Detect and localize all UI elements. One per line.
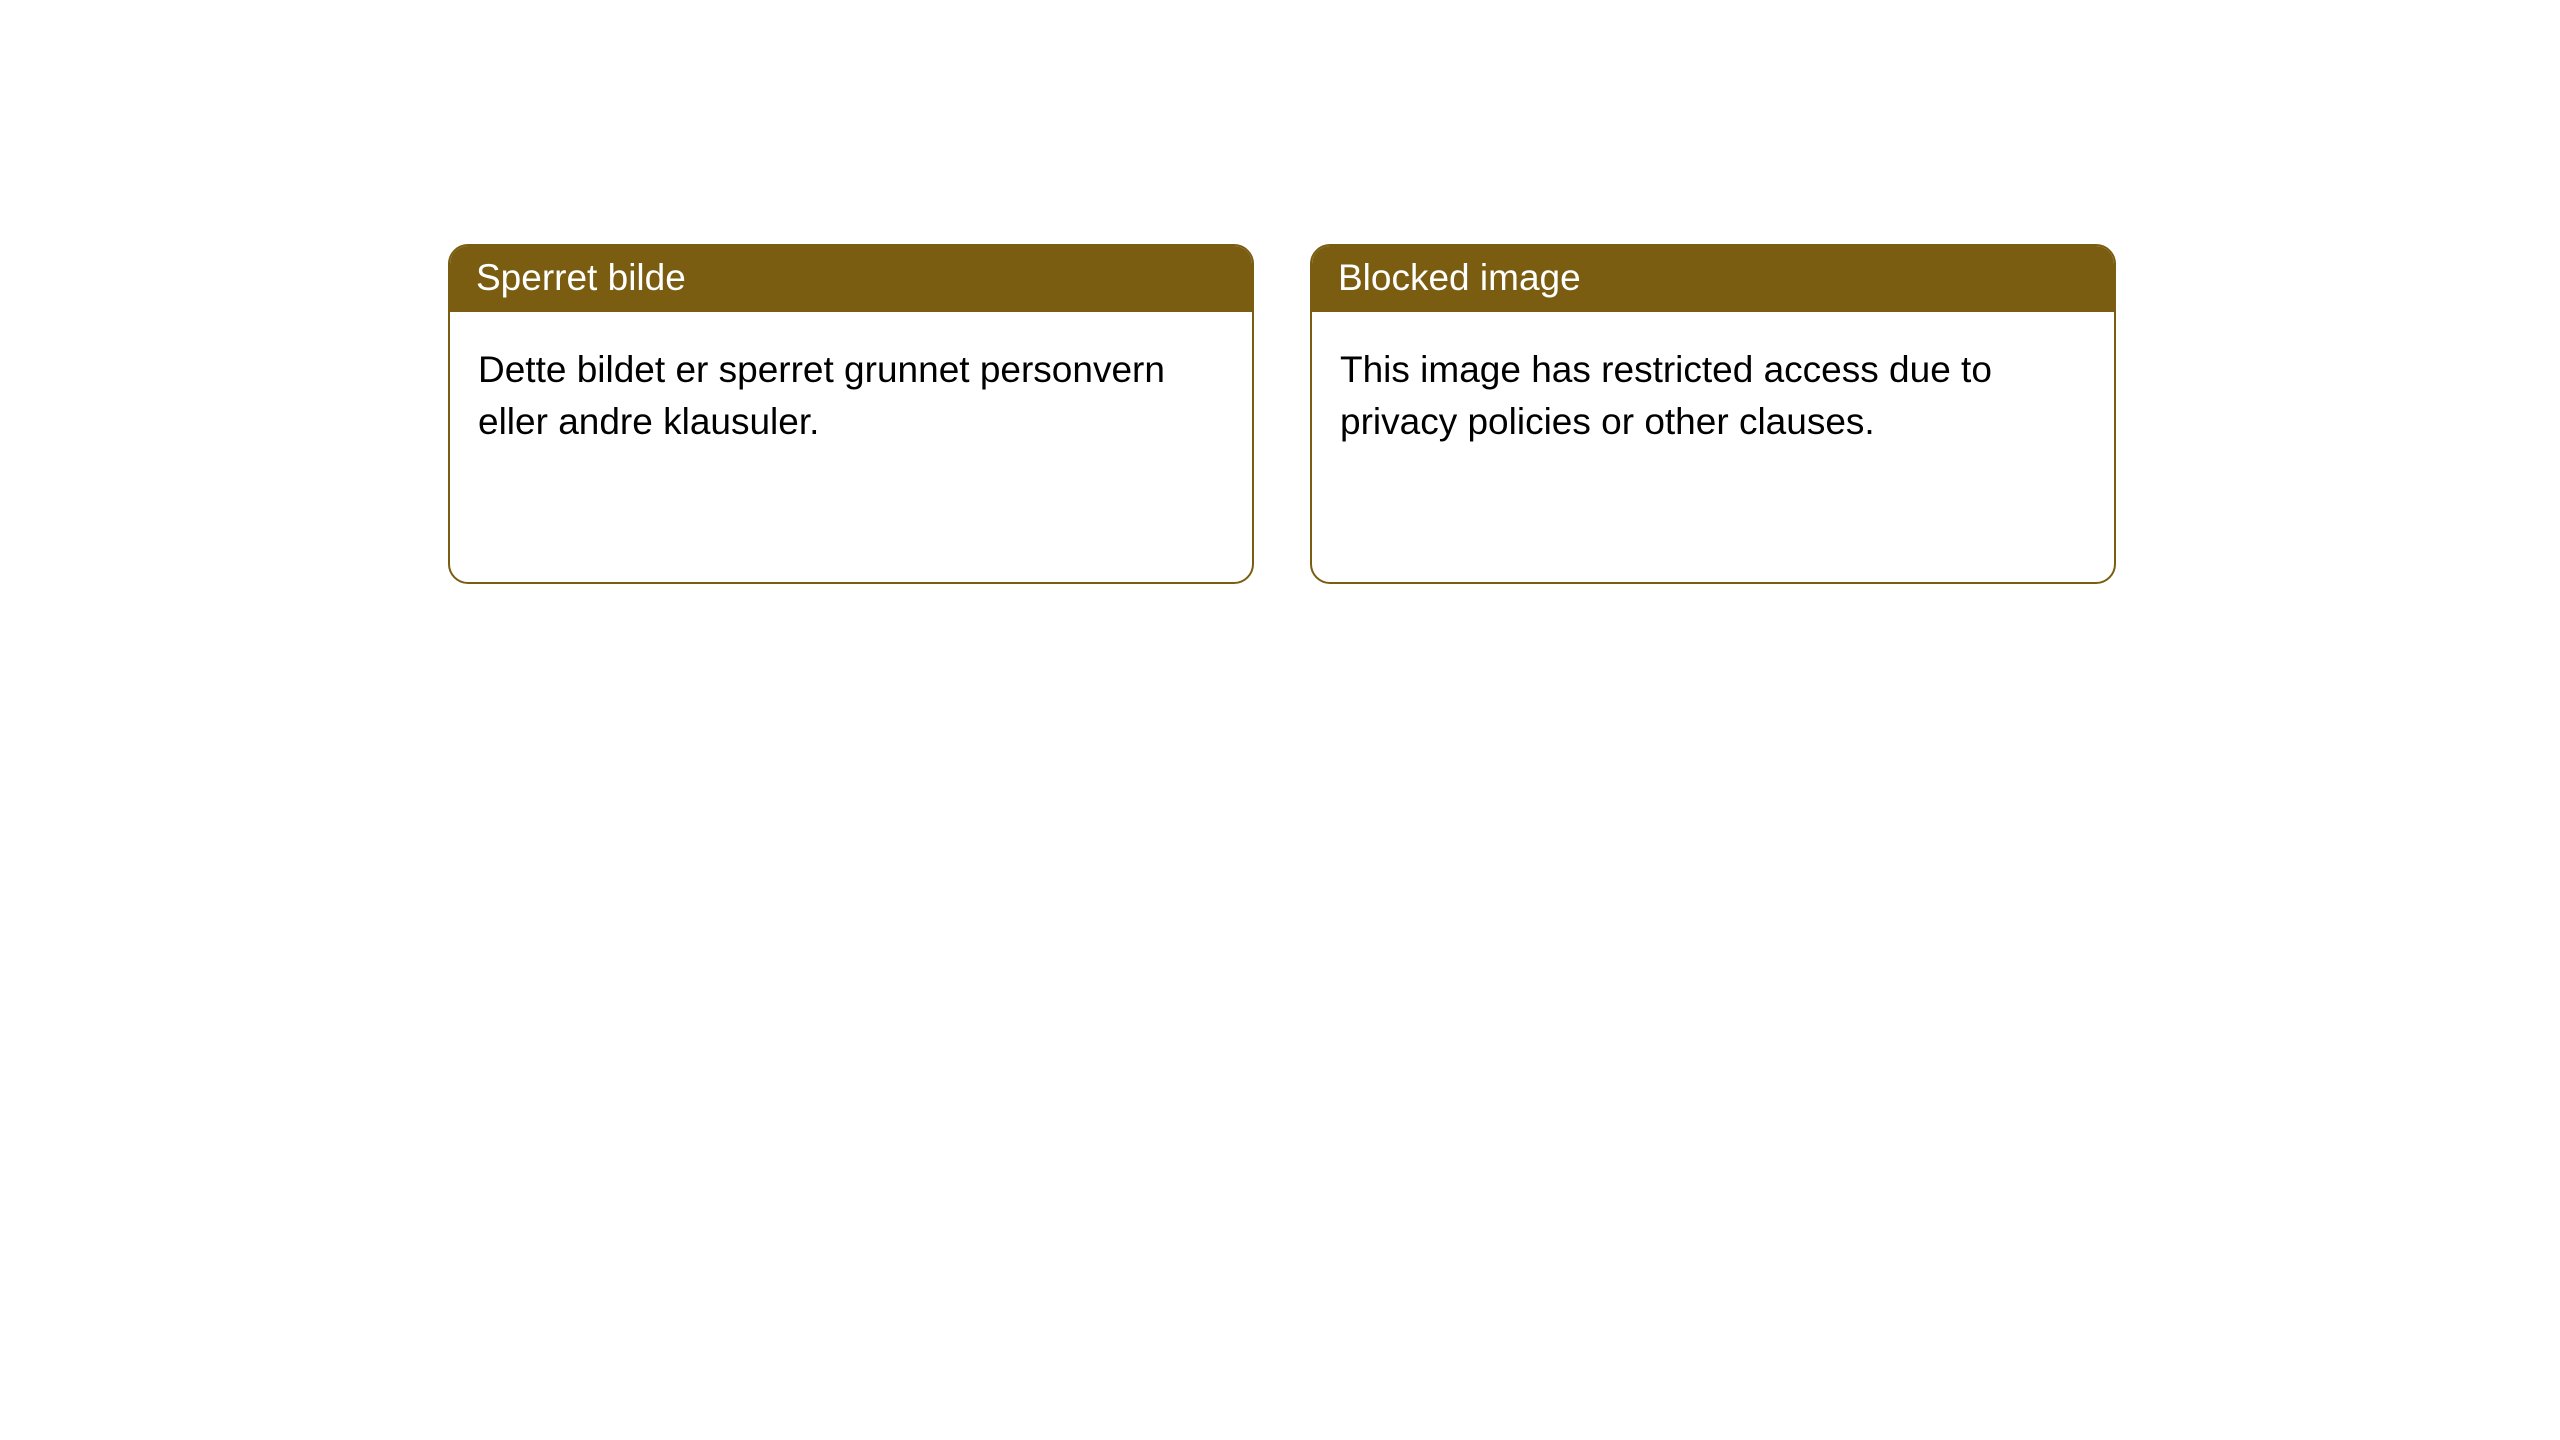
card-header: Blocked image — [1312, 246, 2114, 312]
notice-container: Sperret bilde Dette bildet er sperret gr… — [0, 0, 2560, 584]
card-body: Dette bildet er sperret grunnet personve… — [450, 312, 1252, 582]
notice-card-english: Blocked image This image has restricted … — [1310, 244, 2116, 584]
notice-card-norwegian: Sperret bilde Dette bildet er sperret gr… — [448, 244, 1254, 584]
card-header: Sperret bilde — [450, 246, 1252, 312]
card-body: This image has restricted access due to … — [1312, 312, 2114, 582]
